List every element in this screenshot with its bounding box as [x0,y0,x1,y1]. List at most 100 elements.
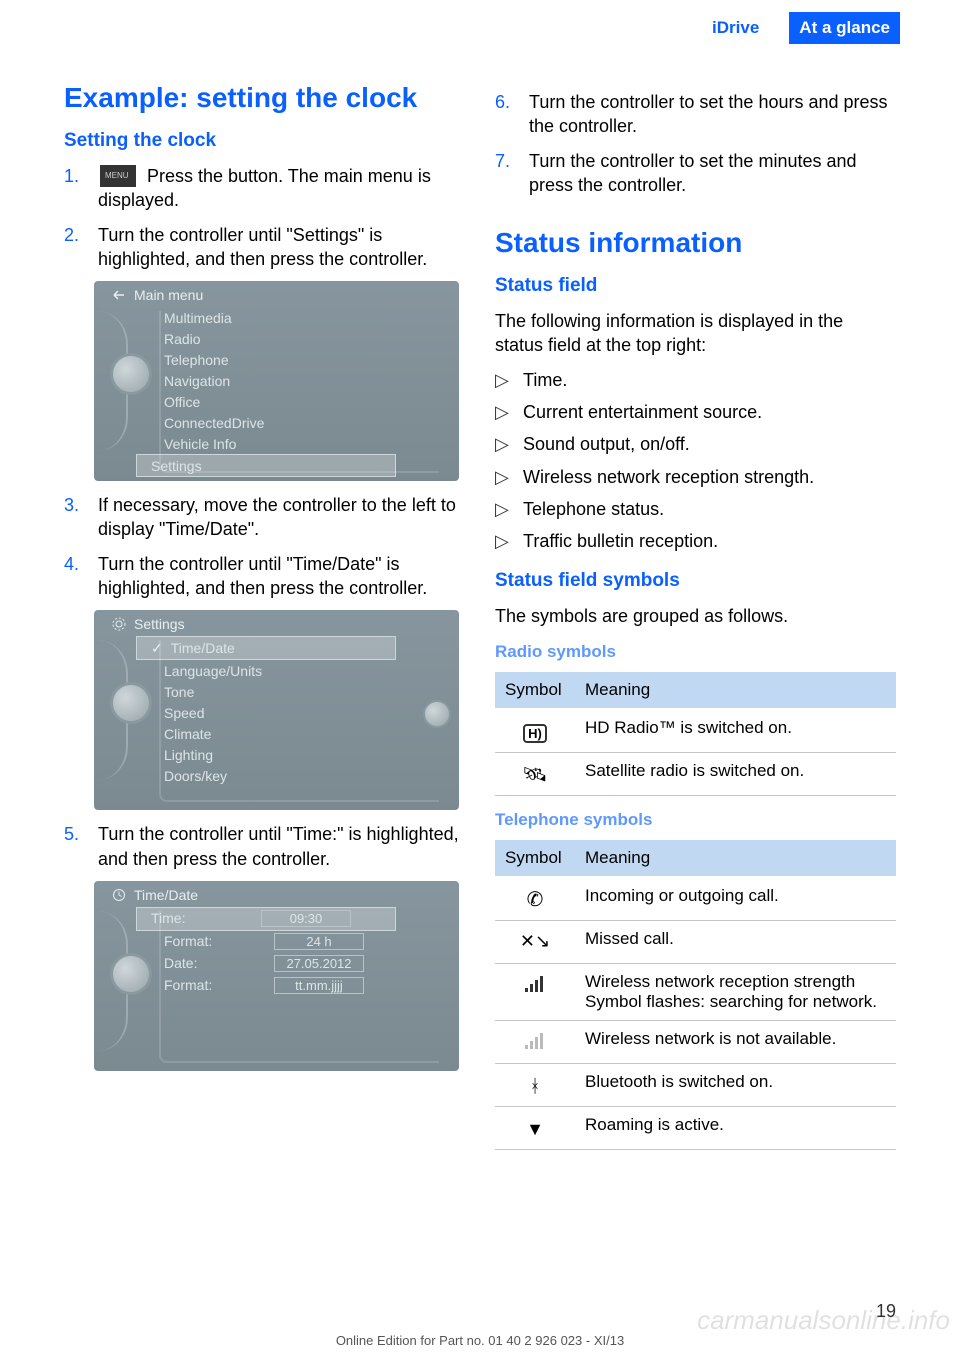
table-row: Wireless network is not available. [495,1020,896,1063]
steps-right: 6. Turn the controller to set the hours … [495,90,896,197]
gear-icon [112,617,126,631]
list-item: ▷Sound output, on/off. [495,432,896,456]
col-meaning: Meaning [575,840,896,877]
steps-1: 1. Press the button. The main menu is di… [64,164,465,271]
step-1: 1. Press the button. The main menu is di… [64,164,465,213]
menu-items: MultimediaRadioTelephoneNavigationOffice… [94,307,459,477]
menu-icon [100,165,136,187]
kv-value: 09:30 [261,910,351,927]
table-row: ▼ Roaming is active. [495,1106,896,1149]
meaning: Missed call. [575,920,896,963]
table-row: Wireless network reception strength Symb… [495,963,896,1020]
step-text: Turn the controller until "Time/Date" is… [98,552,465,601]
meaning: Satellite radio is switched on. [575,752,896,795]
menu-item: Speed [164,702,447,723]
menu-item: Tone [164,681,447,702]
menu-item: Telephone [164,349,447,370]
step-text: Press the button. The main menu is displ… [98,164,465,213]
menu-item: Navigation [164,370,447,391]
meaning: Wireless network reception strength Symb… [575,963,896,1020]
list-item: ▷Telephone status. [495,497,896,521]
step-number: 3. [64,493,86,542]
list-text: Telephone status. [523,497,664,521]
controller-knob-icon [110,953,152,995]
screenshot-time-date: Time/Date Time:09:30Format:24 hDate:27.0… [94,881,459,1071]
list-item: ▷ Traffic bulletin reception. [495,529,896,553]
menu-item: Doors/key [164,765,447,786]
step-text: Turn the controller until "Time:" is hig… [98,822,465,871]
col-meaning: Meaning [575,672,896,709]
screenshot-title: Settings [134,616,185,632]
hd-radio-icon: H) [495,709,575,753]
clock-icon [112,888,126,902]
signal-bars-icon [495,963,575,1020]
heading-example: Example: setting the clock [64,82,465,114]
heading-status-info: Status information [495,227,896,259]
meaning: Roaming is active. [575,1106,896,1149]
menu-item: Multimedia [164,307,447,328]
steps-2: 3. If necessary, move the controller to … [64,493,465,600]
heading-telephone-symbols: Telephone symbols [495,810,896,830]
tab-at-a-glance: At a glance [789,12,900,44]
bullet-icon: ▷ [495,368,511,392]
heading-status-field: Status field [495,275,896,297]
step-2: 2. Turn the controller until "Settings" … [64,223,465,272]
bluetooth-icon: ᚼ [495,1063,575,1106]
kv-value: 27.05.2012 [274,955,364,972]
menu-item: Time/Date [136,636,396,660]
bullet-icon: ▷ [495,465,511,489]
step-text: Turn the controller to set the minutes a… [529,149,896,198]
table-row: ᚼ Bluetooth is switched on. [495,1063,896,1106]
menu-item: Time:09:30 [136,907,396,931]
list-item: ▷Time. [495,368,896,392]
table-row: ✆ Incoming or outgoing call. [495,877,896,921]
bullet-icon: ▷ [495,432,511,456]
menu-item: Lighting [164,744,447,765]
meaning: HD Radio™ is switched on. [575,709,896,753]
table-row: H) HD Radio™ is switched on. [495,709,896,753]
meaning: Incoming or outgoing call. [575,877,896,921]
menu-item: Settings [136,454,396,477]
col-symbol: Symbol [495,672,575,709]
header-tabs: iDrive At a glance [0,0,960,52]
roaming-icon: ▼ [495,1106,575,1149]
menu-item: ConnectedDrive [164,412,447,433]
screenshot-main-menu: Main menu MultimediaRadioTelephoneNaviga… [94,281,459,481]
telephone-symbols-table: Symbol Meaning ✆ Incoming or outgoing ca… [495,840,896,1150]
heading-radio-symbols: Radio symbols [495,642,896,662]
bullet-icon: ▷ [495,529,511,553]
status-field-list: ▷Time. ▷Current entertainment source. ▷Sou… [495,368,896,554]
menu-item: Language/Units [164,660,447,681]
controller-knob-icon [110,353,152,395]
signal-bars-dim-icon [495,1020,575,1063]
kv-key: Format: [164,933,274,950]
step-4: 4. Turn the controller until "Time/Date"… [64,552,465,601]
tab-idrive: iDrive [702,12,769,44]
status-field-intro: The following information is displayed i… [495,309,896,358]
step-5: 5. Turn the controller until "Time:" is … [64,822,465,871]
menu-item: Date:27.05.2012 [164,953,447,975]
back-icon [112,288,126,302]
step-number: 2. [64,223,86,272]
step-1-text: Press the button. The main menu is displ… [98,166,431,210]
heading-setting-clock: Setting the clock [64,130,465,152]
step-text: Turn the controller until "Settings" is … [98,223,465,272]
kv-key: Date: [164,955,274,972]
step-number: 5. [64,822,86,871]
col-symbol: Symbol [495,840,575,877]
right-column: 6. Turn the controller to set the hours … [495,62,896,1158]
menu-item: Office [164,391,447,412]
step-7: 7. Turn the controller to set the minute… [495,149,896,198]
kv-value: 24 h [274,933,364,950]
step-6: 6. Turn the controller to set the hours … [495,90,896,139]
list-item: ▷Current entertainment source. [495,400,896,424]
watermark: carmanualsonline.info [697,1305,950,1336]
menu-item: Radio [164,328,447,349]
meaning: Wireless network is not available. [575,1020,896,1063]
menu-item: Vehicle Info [164,433,447,454]
radio-symbols-table: Symbol Meaning H) HD Radio™ is switched … [495,672,896,796]
step-number: 4. [64,552,86,601]
step-text: Turn the controller to set the hours and… [529,90,896,139]
satellite-icon: 🛰 [495,752,575,795]
list-text: Traffic bulletin reception. [523,529,718,553]
